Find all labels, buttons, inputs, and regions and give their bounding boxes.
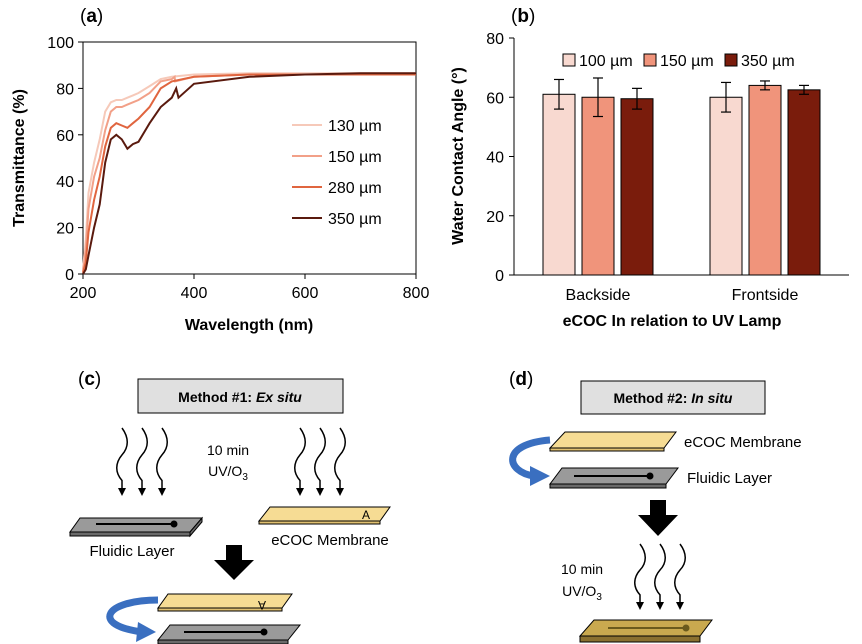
panel-a-x-label: Wavelength (nm) xyxy=(185,317,313,334)
fluidic-layer-label: Fluidic Layer xyxy=(89,543,174,560)
uv-waves-left xyxy=(116,427,168,496)
method-2-box xyxy=(580,380,766,415)
b-y-tick-label: 0 xyxy=(495,268,504,285)
b-legend-label: 150 µm xyxy=(660,53,714,70)
b-legend-swatch xyxy=(724,53,738,67)
method-1-title: Method #1: Ex situ xyxy=(178,389,302,405)
b-category-label: Frontside xyxy=(732,287,799,304)
uv-wave-arrow xyxy=(116,427,128,496)
a-legend-label: 150 µm xyxy=(328,149,382,166)
d-membrane-label: eCOC Membrane xyxy=(684,434,802,451)
panel-a-label: (a) xyxy=(80,6,103,27)
b-bar xyxy=(620,98,654,276)
flip-arrow-icon xyxy=(106,596,159,642)
a-legend-label: 130 µm xyxy=(328,118,382,135)
uv-wave-arrow xyxy=(294,427,306,496)
uv-waves-right xyxy=(294,427,346,496)
panel-b-label: (b) xyxy=(511,6,535,27)
d-bonded-device xyxy=(578,619,713,643)
uv-wave-arrow xyxy=(654,543,666,610)
a-series-line-2 xyxy=(82,73,416,274)
membrane-mark-flipped: A xyxy=(258,598,266,612)
b-y-tick-label: 20 xyxy=(486,209,504,226)
panel-a: (a) 0 20 40 60 80 100 200 400 600 800 130 µm 150 … xyxy=(11,6,429,334)
b-bar xyxy=(748,84,782,276)
b-y-tick-label: 60 xyxy=(486,90,504,107)
a-x-tick-label: 200 xyxy=(70,285,97,302)
b-legend-swatch xyxy=(643,53,657,67)
a-legend-label: 350 µm xyxy=(328,211,382,228)
b-legend-label: 100 µm xyxy=(579,53,633,70)
panel-a-y-label: Transmittance (%) xyxy=(11,89,28,227)
down-arrow-icon xyxy=(214,545,254,580)
b-y-tick-label: 80 xyxy=(486,31,504,48)
a-series-line-0 xyxy=(82,72,416,270)
b-legend-label: 350 µm xyxy=(741,53,795,70)
panel-b-x-label: eCOC In relation to UV Lamp xyxy=(563,313,782,330)
panel-a-y-ticks: 0 20 40 60 80 100 xyxy=(47,35,83,284)
ecoc-membrane-label: eCOC Membrane xyxy=(271,532,389,549)
a-x-tick-label: 400 xyxy=(181,285,208,302)
a-y-tick-label: 40 xyxy=(56,174,74,191)
a-series-line-1 xyxy=(82,73,416,272)
d-uv-waves xyxy=(634,543,686,610)
method-1-box xyxy=(137,378,344,414)
b-category-label: Backside xyxy=(566,287,631,304)
panel-b-bars xyxy=(542,77,821,276)
panel-b: (b) 0 20 40 60 80 Backside Frontside 100 µm 15… xyxy=(450,6,849,330)
a-y-tick-label: 80 xyxy=(56,81,74,98)
d-uv-time-label: 10 min xyxy=(561,561,603,577)
d-fluidic-label: Fluidic Layer xyxy=(687,470,772,487)
panel-a-plot-area xyxy=(82,41,417,275)
panel-a-legend: 130 µm 150 µm 280 µm 350 µm xyxy=(292,118,382,228)
uv-wave-arrow xyxy=(314,427,326,496)
fluidic-layer-slab xyxy=(69,516,204,538)
a-y-tick-label: 60 xyxy=(56,128,74,145)
a-y-tick-label: 20 xyxy=(56,221,74,238)
a-y-tick-label: 100 xyxy=(47,35,74,52)
b-legend-swatch xyxy=(562,53,576,67)
panel-b-y-ticks: 0 20 40 60 80 xyxy=(486,31,514,285)
panel-b-legend: 100 µm 150 µm 350 µm xyxy=(562,53,795,70)
a-y-tick-label: 0 xyxy=(65,267,74,284)
d-flip-arrow-icon xyxy=(509,436,551,486)
uv-ozone-label: UV/O3 xyxy=(208,463,248,483)
panel-d: (d) Method #2: In situ eCOC Membrane Flu… xyxy=(509,369,802,643)
method-2-title: Method #2: In situ xyxy=(613,390,732,406)
b-bar xyxy=(787,89,821,276)
uv-wave-arrow xyxy=(334,427,346,496)
d-down-arrow-icon xyxy=(638,500,678,536)
panel-a-lines xyxy=(82,72,416,275)
d-fluidic-slab xyxy=(549,467,679,489)
b-y-tick-label: 40 xyxy=(486,150,504,167)
fluidic-layer-bottom xyxy=(156,624,302,644)
a-legend-label: 280 µm xyxy=(328,180,382,197)
panel-c: (c) Method #1: Ex situ 10 min UV/O3 Flui… xyxy=(69,369,391,644)
panel-a-x-ticks: 200 400 600 800 xyxy=(70,274,430,302)
uv-wave-arrow xyxy=(674,543,686,610)
b-bar xyxy=(581,96,615,276)
uv-wave-arrow xyxy=(136,427,148,496)
panel-b-y-label: Water Contact Angle (°) xyxy=(450,67,467,245)
uv-wave-arrow xyxy=(156,427,168,496)
d-uv-ozone-label: UV/O3 xyxy=(562,583,602,603)
a-series-line-3 xyxy=(82,72,416,275)
flipped-membrane-slab xyxy=(157,593,293,612)
panel-c-label: (c) xyxy=(78,369,101,390)
membrane-mark: A xyxy=(362,508,370,522)
uv-time-label: 10 min xyxy=(207,442,249,458)
panel-d-label: (d) xyxy=(509,369,533,390)
b-bar xyxy=(542,93,576,276)
uv-wave-arrow xyxy=(634,543,646,610)
panel-b-categories: Backside Frontside xyxy=(566,287,799,304)
a-x-tick-label: 800 xyxy=(403,285,430,302)
a-x-tick-label: 600 xyxy=(292,285,319,302)
b-bar xyxy=(709,96,743,276)
d-membrane-slab xyxy=(548,431,677,452)
ecoc-membrane-slab xyxy=(257,506,391,525)
